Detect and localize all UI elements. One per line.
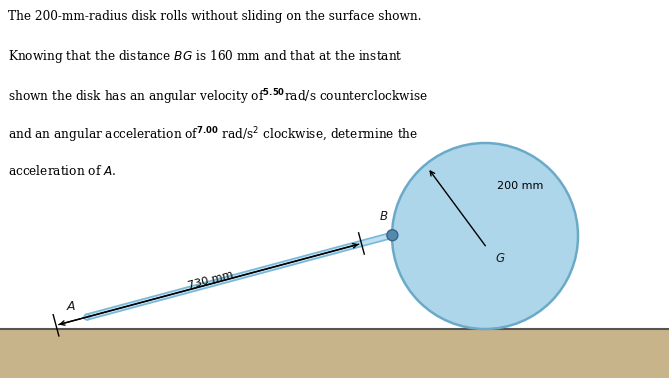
Text: acceleration of $\it{A}$.: acceleration of $\it{A}$. <box>8 164 116 178</box>
Polygon shape <box>86 232 393 320</box>
Text: G: G <box>495 252 504 265</box>
Bar <box>0 329 669 378</box>
Text: shown the disk has an angular velocity of$^{\mathbf{5.50}}$rad/s counterclockwis: shown the disk has an angular velocity o… <box>8 87 427 107</box>
Circle shape <box>84 314 90 320</box>
Text: A: A <box>66 300 75 313</box>
Text: B: B <box>379 210 387 223</box>
Text: 200 mm: 200 mm <box>497 181 543 191</box>
Text: and an angular acceleration of$^{\mathbf{7.00}}$ rad/s$^{2}$ clockwise, determin: and an angular acceleration of$^{\mathbf… <box>8 125 418 145</box>
Text: 730 mm: 730 mm <box>187 269 235 291</box>
Text: The 200-mm-radius disk rolls without sliding on the surface shown.: The 200-mm-radius disk rolls without sli… <box>8 10 421 23</box>
Circle shape <box>387 230 398 241</box>
Text: Knowing that the distance $\it{BG}$ is 160 mm and that at the instant: Knowing that the distance $\it{BG}$ is 1… <box>8 48 403 65</box>
Circle shape <box>392 143 578 329</box>
